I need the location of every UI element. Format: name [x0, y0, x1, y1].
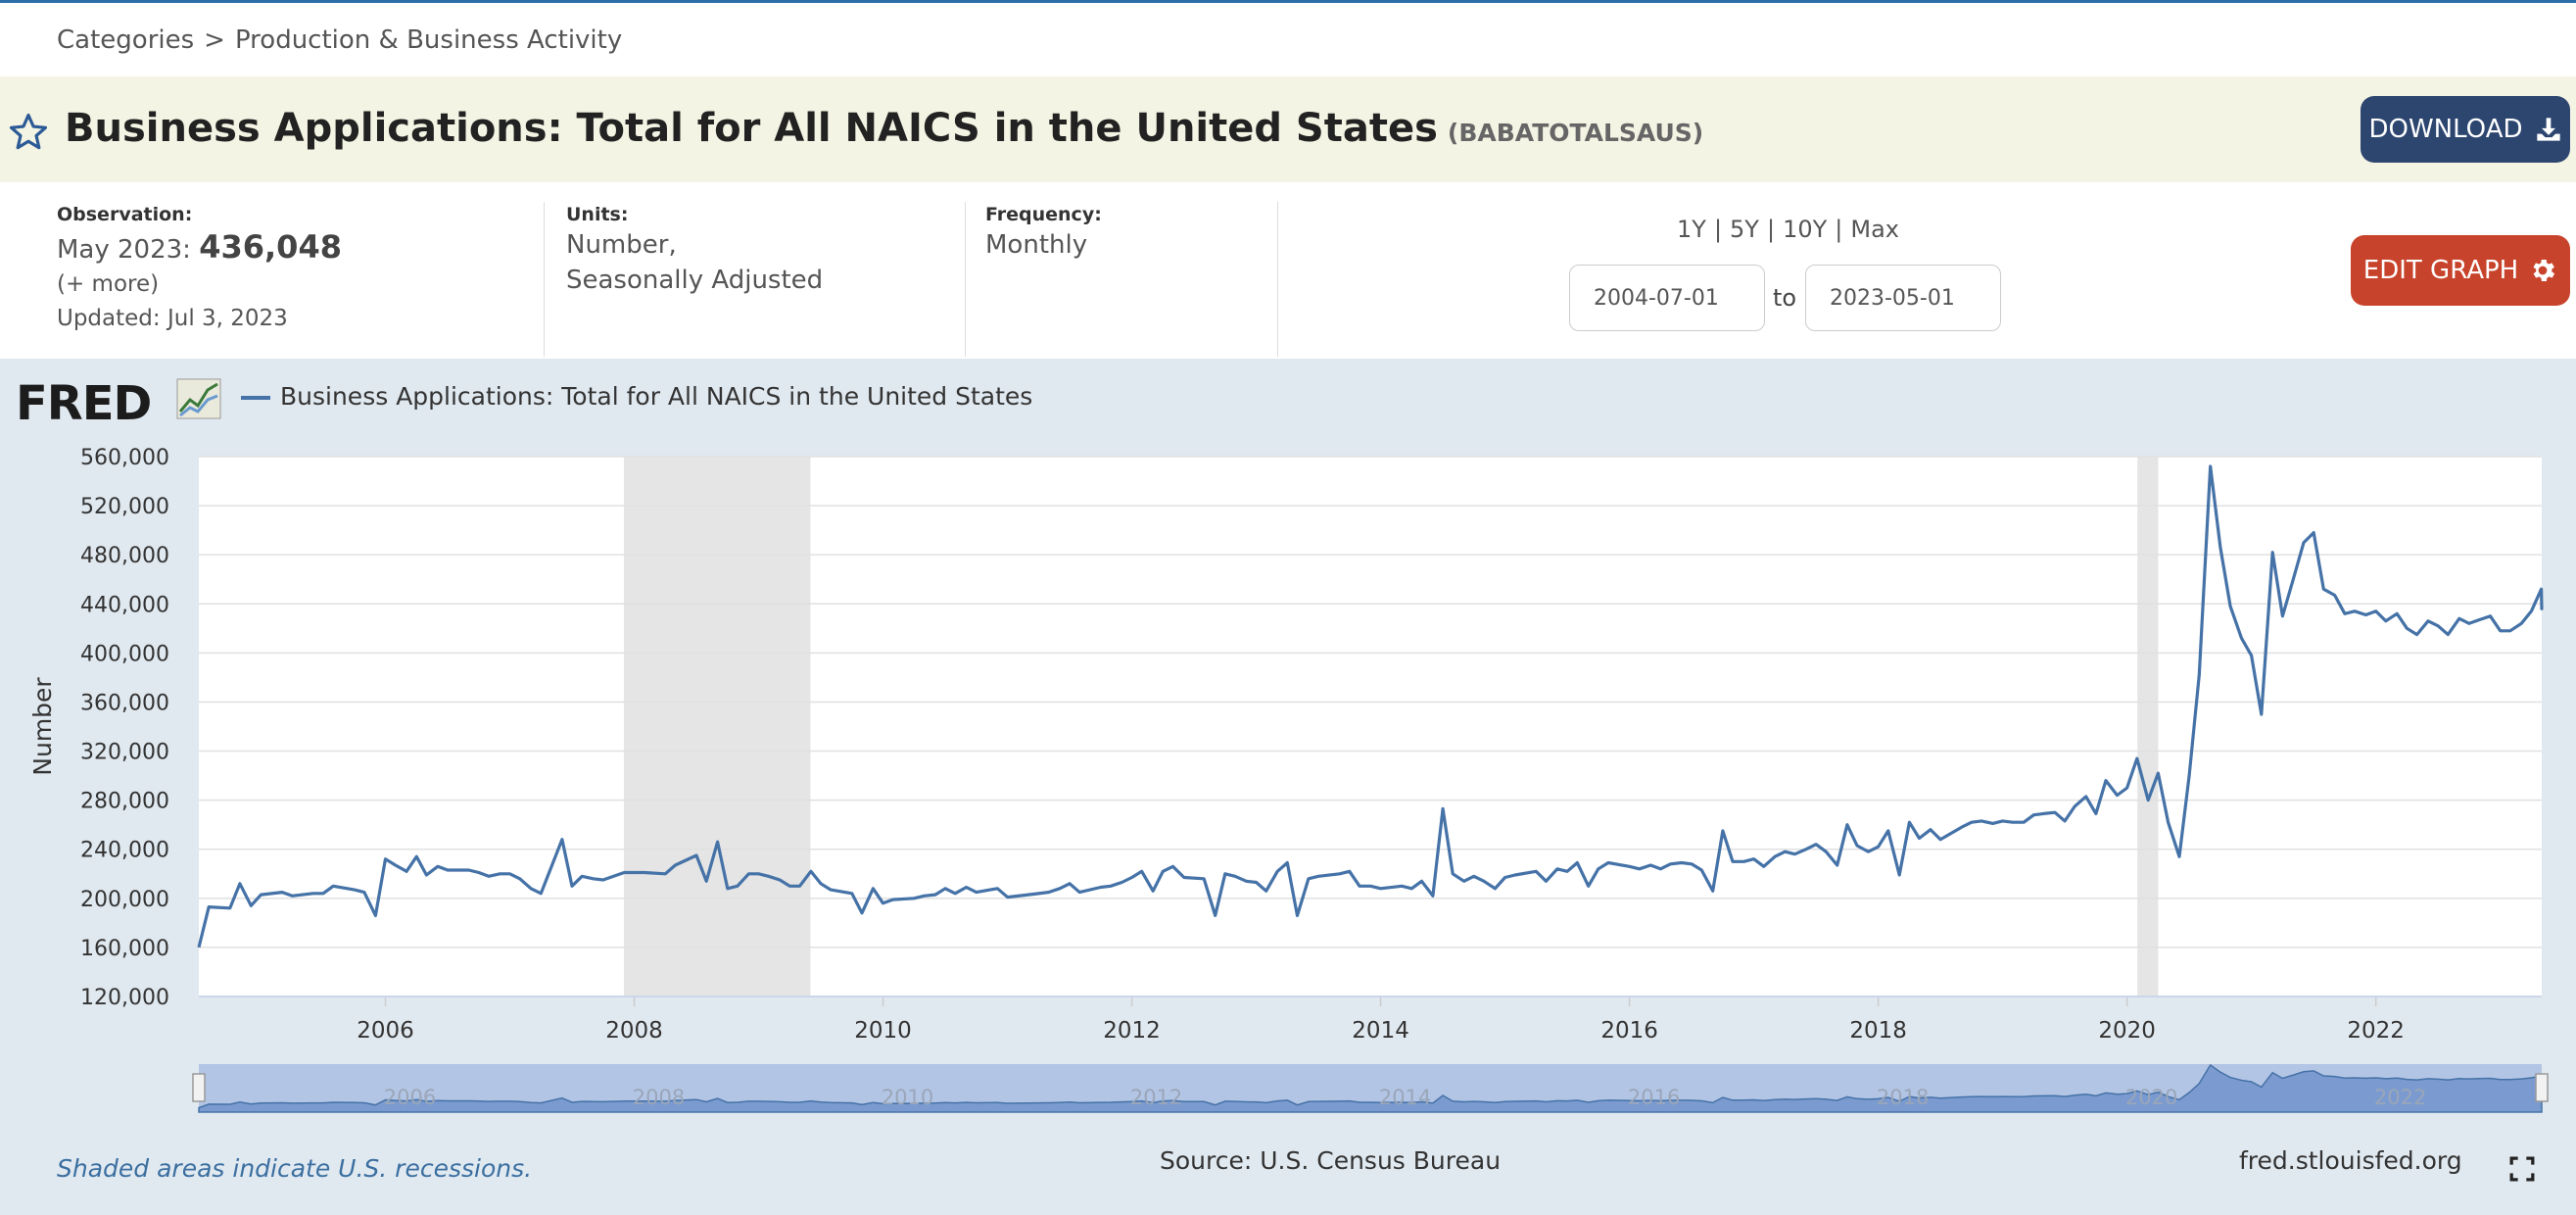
y-tick-label: 200,000	[80, 888, 169, 912]
frequency-value: Monthly	[985, 230, 1088, 260]
units-line2: Seasonally Adjusted	[566, 266, 824, 295]
y-tick-label: 480,000	[80, 544, 169, 568]
breadcrumb: Categories > Production & Business Activit…	[57, 25, 632, 55]
observation-label: Observation:	[57, 204, 193, 225]
breadcrumb-root[interactable]: Categories	[57, 25, 195, 55]
observation-block: Observation: May 2023: 436,048 (+ more) …	[57, 204, 342, 336]
fred-logo: FRED	[16, 376, 152, 431]
divider	[965, 202, 966, 357]
frequency-block: Frequency: Monthly	[985, 204, 1102, 263]
y-tick-label: 440,000	[80, 593, 169, 617]
range-separator: |	[1713, 216, 1723, 243]
x-tick-label: 2020	[2098, 1018, 2156, 1044]
download-label: DOWNLOAD	[2368, 115, 2523, 144]
y-tick-label: 520,000	[80, 495, 169, 519]
divider	[1277, 202, 1278, 357]
edit-graph-label: EDIT GRAPH	[2362, 256, 2519, 285]
more-link[interactable]: (+ more)	[57, 271, 160, 297]
navigator-label: 2022	[2374, 1086, 2426, 1109]
navigator-label: 2020	[2125, 1086, 2177, 1109]
frequency-label: Frequency:	[985, 204, 1102, 225]
observation-line: May 2023: 436,048	[57, 229, 342, 267]
units-label: Units:	[566, 204, 629, 225]
breadcrumb-separator: >	[204, 25, 225, 55]
x-tick-label: 2022	[2347, 1018, 2405, 1044]
plot-background	[199, 457, 2542, 996]
start-date-input[interactable]: 2004-07-01	[1569, 265, 1765, 331]
range-separator: |	[1766, 216, 1776, 243]
units-block: Units: Number, Seasonally Adjusted	[566, 204, 823, 298]
edit-graph-button[interactable]: EDIT GRAPH	[2351, 235, 2570, 306]
x-tick-label: 2006	[357, 1018, 414, 1044]
range-separator: |	[1835, 216, 1843, 243]
navigator-label: 2014	[1379, 1086, 1431, 1109]
units-line1: Number,	[566, 230, 677, 260]
x-tick-label: 2016	[1600, 1018, 1658, 1044]
navigator-series	[198, 1063, 2543, 1113]
navigator-label: 2010	[882, 1086, 933, 1109]
y-tick-label: 360,000	[80, 691, 169, 715]
legend-label: Business Applications: Total for All NAI…	[280, 382, 1033, 411]
title-bar: Business Applications: Total for All NAI…	[0, 76, 2576, 182]
series-title: Business Applications: Total for All NAI…	[65, 106, 1438, 151]
observation-date: May 2023:	[57, 235, 191, 265]
y-tick-label: 400,000	[80, 642, 169, 666]
navigator-label: 2012	[1130, 1086, 1182, 1109]
x-tick-label: 2018	[1849, 1018, 1907, 1044]
y-tick-label: 160,000	[80, 937, 169, 961]
fred-url[interactable]: fred.stlouisfed.org	[2239, 1146, 2462, 1175]
x-tick-label: 2014	[1352, 1018, 1409, 1044]
fullscreen-icon[interactable]	[2509, 1156, 2535, 1182]
divider	[544, 202, 545, 357]
y-tick-label: 320,000	[80, 741, 169, 765]
to-label: to	[1773, 284, 1797, 312]
navigator-label: 2018	[1877, 1086, 1929, 1109]
end-date-input[interactable]: 2023-05-01	[1805, 265, 2001, 331]
download-button[interactable]: DOWNLOAD	[2361, 96, 2570, 163]
series-metadata: Observation: May 2023: 436,048 (+ more) …	[0, 182, 2576, 359]
range-5y[interactable]: 5Y	[1730, 216, 1759, 243]
observation-value: 436,048	[199, 228, 342, 266]
navigator-handle[interactable]	[2535, 1073, 2549, 1102]
y-tick-label: 240,000	[80, 839, 169, 863]
x-tick-label: 2012	[1103, 1018, 1161, 1044]
range-max[interactable]: Max	[1850, 216, 1899, 243]
gear-icon	[2533, 260, 2555, 281]
breadcrumb-current[interactable]: Production & Business Activity	[234, 25, 623, 55]
x-tick-label: 2010	[854, 1018, 912, 1044]
x-tick-label: 2008	[605, 1018, 663, 1044]
navigator-label: 2008	[633, 1086, 685, 1109]
series-line	[197, 464, 2544, 948]
top-accent-line	[0, 0, 2576, 3]
legend-swatch	[241, 396, 270, 400]
range-10y[interactable]: 10Y	[1783, 216, 1828, 243]
range-1y[interactable]: 1Y	[1677, 216, 1706, 243]
series-id: (BABATOTALSAUS)	[1447, 119, 1704, 147]
updated-date: Updated: Jul 3, 2023	[57, 306, 288, 331]
navigator-label: 2006	[384, 1086, 436, 1109]
page-title: Business Applications: Total for All NAI…	[65, 106, 1703, 151]
y-tick-label: 560,000	[80, 446, 169, 470]
recession-note: Shaded areas indicate U.S. recessions.	[57, 1154, 533, 1183]
y-tick-label: 280,000	[80, 790, 169, 814]
range-selector: 1Y | 5Y | 10Y | Max	[1677, 216, 1899, 243]
source-note: Source: U.S. Census Bureau	[1160, 1146, 1502, 1175]
recession-band	[623, 457, 811, 996]
navigator-handle[interactable]	[192, 1073, 206, 1102]
recession-band	[2137, 457, 2159, 996]
star-outline-icon[interactable]	[8, 112, 49, 153]
fred-chart-icon	[176, 378, 221, 419]
y-axis-label: Number	[28, 677, 57, 776]
navigator-label: 2016	[1628, 1086, 1680, 1109]
y-tick-label: 120,000	[80, 986, 169, 1010]
download-icon	[2536, 118, 2560, 141]
